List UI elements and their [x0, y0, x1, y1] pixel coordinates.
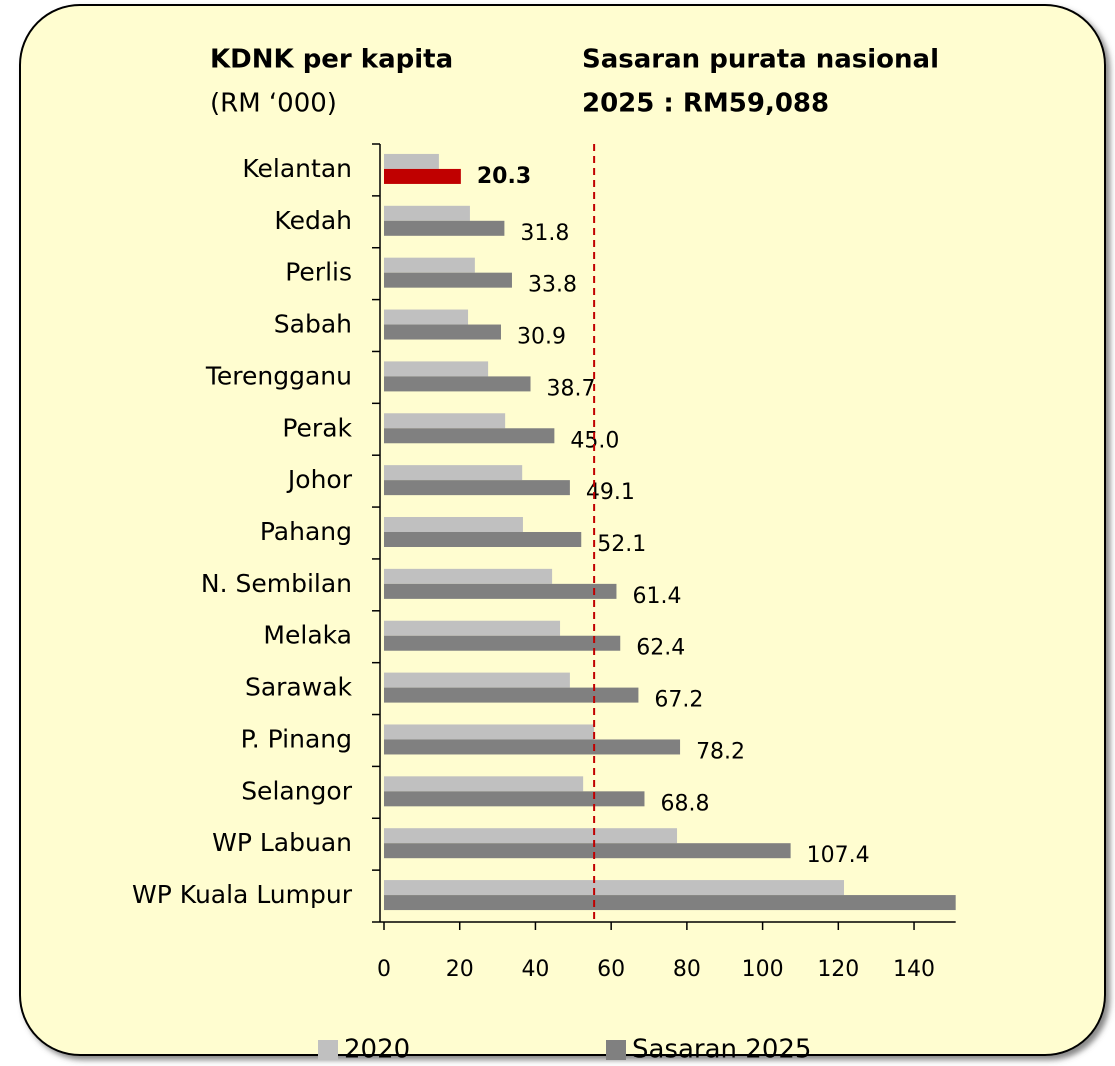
y-tick-label: Perlis: [285, 258, 352, 287]
bar: [384, 687, 639, 703]
legend-label: 2020: [344, 1035, 410, 1065]
x-tick-label: 40: [521, 957, 549, 982]
bar: [384, 309, 469, 325]
bar: [384, 672, 570, 688]
y-tick-label: Pahang: [260, 517, 352, 546]
y-tick-label: Kedah: [274, 206, 352, 235]
y-tick-label: WP Labuan: [212, 828, 352, 857]
data-label: 33.8: [528, 273, 577, 298]
bar: [384, 517, 523, 532]
data-label: 67.2: [654, 688, 703, 713]
data-label: 61.4: [632, 584, 681, 609]
bar: [384, 413, 506, 429]
x-tick-label: 100: [742, 957, 784, 982]
bar: [384, 220, 505, 236]
y-tick-label: N. Sembilan: [201, 569, 352, 598]
y-tick-label: Melaka: [263, 621, 352, 650]
x-tick-label: 120: [817, 957, 859, 982]
x-tick-label: 60: [597, 957, 625, 982]
bar: [384, 739, 681, 755]
panel: [19, 4, 1106, 1056]
bar: [384, 791, 645, 807]
x-tick-label: 140: [893, 957, 935, 982]
y-tick-label: WP Kuala Lumpur: [132, 880, 353, 909]
bar: [384, 828, 678, 844]
bar: [384, 776, 584, 792]
data-label: 30.9: [517, 325, 566, 350]
y-tick-label: Perak: [282, 413, 352, 442]
y-tick-label: P. Pinang: [241, 724, 352, 753]
bar: [384, 635, 621, 651]
data-label: 31.8: [520, 221, 569, 246]
data-label: 52.1: [597, 532, 646, 557]
y-tick-label: Terengganu: [205, 361, 352, 390]
legend-label: Sasaran 2025: [632, 1035, 811, 1065]
bar: [384, 620, 561, 636]
bar: [384, 895, 956, 911]
bar: [384, 428, 555, 444]
y-tick-label: Selangor: [241, 776, 353, 805]
data-label: 62.4: [636, 636, 685, 661]
data-label: 107.4: [807, 843, 870, 868]
x-tick-label: 20: [446, 957, 474, 982]
bar: [384, 480, 570, 496]
data-label: 68.8: [660, 791, 709, 816]
y-tick-label: Kelantan: [242, 154, 352, 183]
bar: [384, 568, 553, 584]
data-label: 20.3: [477, 164, 531, 189]
x-tick-label: 0: [377, 957, 391, 982]
bar: [384, 583, 617, 599]
bar: [384, 361, 489, 377]
x-tick-label: 80: [673, 957, 701, 982]
bar: [384, 324, 501, 340]
bar: [384, 724, 595, 740]
data-label: 78.2: [696, 739, 745, 764]
annotation: 2025 : RM59,088: [582, 89, 829, 119]
bar: [384, 880, 844, 896]
y-tick-label: Sabah: [274, 310, 352, 339]
bar: [384, 257, 475, 273]
data-label: 38.7: [547, 376, 596, 401]
bar: [384, 843, 791, 859]
bar: [384, 153, 439, 169]
chart-subtitle: (RM ‘000): [210, 89, 337, 119]
y-tick-label: Johor: [286, 465, 353, 494]
bar: [384, 376, 531, 392]
bar: [384, 205, 470, 221]
bar: [384, 532, 582, 547]
annotation: Sasaran purata nasional: [582, 45, 939, 75]
bar: [384, 168, 461, 184]
legend-swatch: [318, 1040, 338, 1060]
legend-swatch: [606, 1040, 626, 1060]
y-tick-label: Sarawak: [245, 673, 353, 702]
bar: [384, 272, 512, 288]
bar: [384, 465, 523, 481]
chart-title: KDNK per kapita: [210, 45, 453, 75]
